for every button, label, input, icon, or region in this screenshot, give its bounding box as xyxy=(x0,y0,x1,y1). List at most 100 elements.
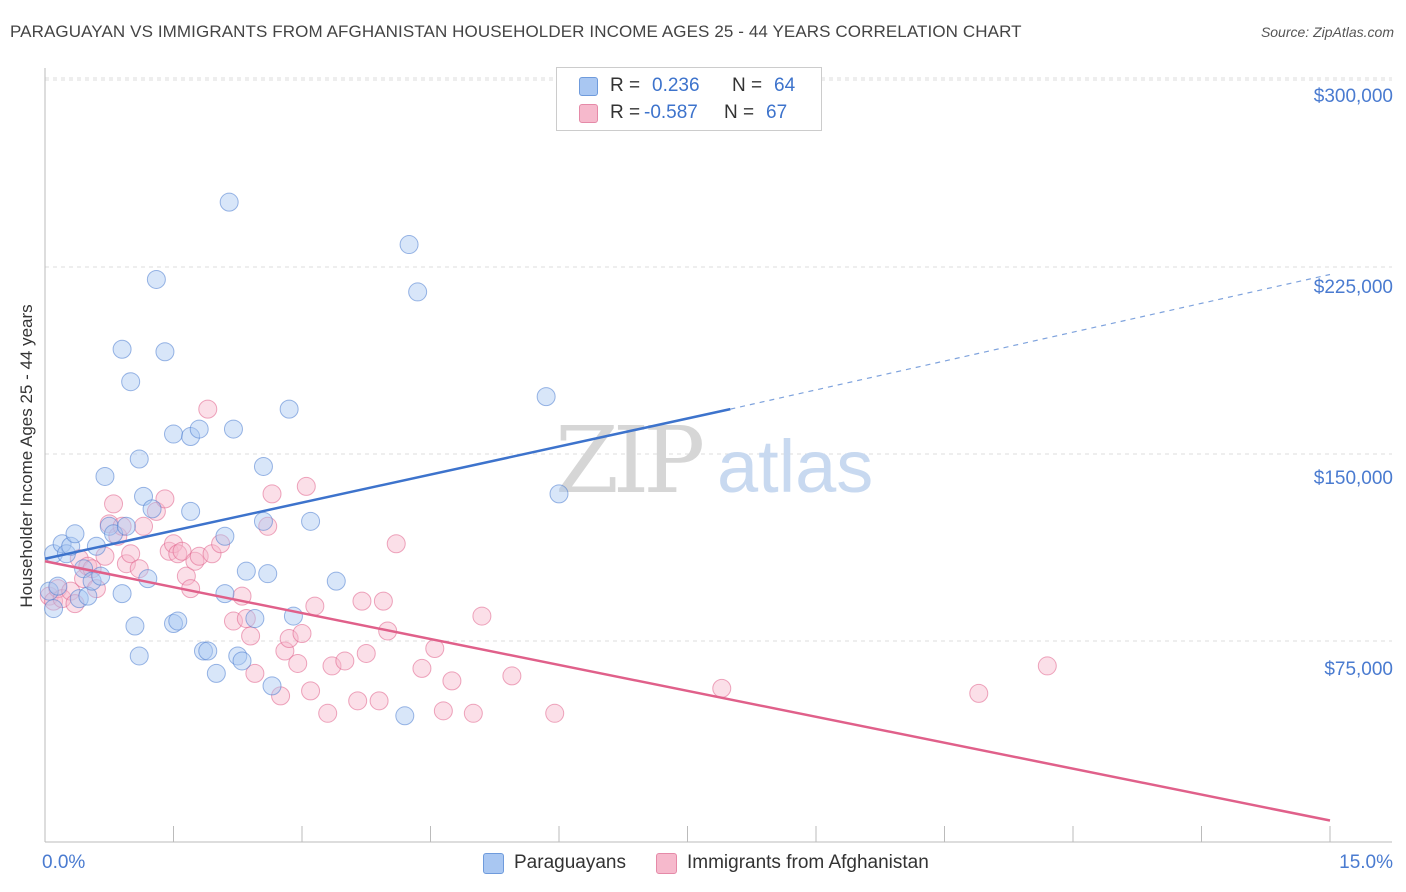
data-point xyxy=(262,484,282,504)
data-point xyxy=(125,616,145,636)
data-point xyxy=(369,691,389,711)
y-tick-label: $225,000 xyxy=(1313,277,1393,298)
data-point xyxy=(262,676,282,696)
data-point xyxy=(155,342,175,362)
chart-source: Source: ZipAtlas.com xyxy=(1260,24,1394,40)
data-point xyxy=(288,653,308,673)
trend-line-paraguayans xyxy=(44,407,731,560)
legend-r-value: -0.587 xyxy=(644,102,698,123)
data-point xyxy=(279,629,299,649)
data-point xyxy=(95,466,115,486)
watermark: ZIP atlas xyxy=(555,407,873,514)
data-point xyxy=(215,526,235,546)
legend-n-label: N = xyxy=(724,102,755,123)
data-point xyxy=(142,499,162,519)
legend-swatch xyxy=(579,76,598,96)
legend-item-paraguayans[interactable]: Paraguayans xyxy=(483,852,626,874)
data-point xyxy=(301,681,321,701)
data-point xyxy=(395,706,415,726)
data-point xyxy=(352,591,372,611)
data-point xyxy=(335,651,355,671)
y-tick-label: $300,000 xyxy=(1313,86,1393,107)
data-point xyxy=(245,663,265,683)
data-point xyxy=(549,484,569,504)
data-point xyxy=(223,419,243,439)
data-point xyxy=(121,372,141,392)
data-point xyxy=(121,544,141,564)
data-point xyxy=(134,516,154,536)
data-point xyxy=(198,641,218,661)
legend-label: Immigrants from Afghanistan xyxy=(686,852,929,873)
data-point xyxy=(245,609,265,629)
data-point xyxy=(433,701,453,721)
data-point xyxy=(193,641,213,661)
data-point xyxy=(472,606,492,626)
legend-r-label: R = xyxy=(610,75,641,96)
chart-title: PARAGUAYAN VS IMMIGRANTS FROM AFGHANISTA… xyxy=(10,22,1022,41)
data-point xyxy=(44,599,64,619)
x-tick-label: 0.0% xyxy=(42,852,86,873)
watermark-zip: ZIP xyxy=(555,407,702,514)
data-point xyxy=(146,269,166,289)
data-point xyxy=(116,516,136,536)
data-point xyxy=(116,554,136,574)
data-point xyxy=(399,235,419,255)
legend-n-label: N = xyxy=(732,75,763,96)
data-point xyxy=(164,424,183,444)
grid-lines xyxy=(45,77,1392,642)
data-point xyxy=(275,641,295,661)
legend-swatch xyxy=(655,852,677,874)
legend-item-afghanistan[interactable]: Immigrants from Afghanistan xyxy=(655,852,929,874)
data-point xyxy=(373,591,393,611)
data-point xyxy=(712,678,732,698)
data-point xyxy=(176,566,196,586)
data-point xyxy=(129,646,149,666)
data-point xyxy=(138,569,158,589)
data-point xyxy=(356,643,376,663)
data-point xyxy=(78,586,98,606)
legend-n-value: 67 xyxy=(766,102,788,123)
data-point xyxy=(969,683,989,703)
data-point xyxy=(104,494,124,514)
data-point xyxy=(292,624,312,644)
trend-line-afghanistan xyxy=(44,559,1331,822)
data-point xyxy=(301,511,321,531)
legend-n-value: 64 xyxy=(774,75,796,96)
data-point xyxy=(181,501,201,521)
series-paraguayans-points xyxy=(39,192,569,726)
data-point xyxy=(112,339,132,359)
x-tick-label: 15.0% xyxy=(1339,852,1393,873)
data-point xyxy=(168,611,188,631)
data-point xyxy=(112,584,132,604)
data-point xyxy=(348,691,368,711)
legend-r-value: 0.236 xyxy=(652,75,700,96)
y-tick-label: $150,000 xyxy=(1313,468,1393,489)
data-point xyxy=(232,651,252,671)
legend-swatch xyxy=(483,852,504,874)
legend-row-afghanistan: R = -0.587 N = 67 xyxy=(579,100,787,126)
data-point xyxy=(442,671,462,691)
data-point xyxy=(241,626,261,646)
data-point xyxy=(258,564,278,584)
trend-line-paraguayans-extension xyxy=(730,273,1331,410)
data-point xyxy=(219,192,239,212)
data-point xyxy=(412,658,432,678)
legend-swatch xyxy=(579,103,598,123)
data-point xyxy=(206,663,226,683)
legend-label: Paraguayans xyxy=(514,852,626,873)
watermark-atlas: atlas xyxy=(717,425,873,508)
data-point xyxy=(1037,656,1057,676)
data-point xyxy=(322,656,342,676)
trend-lines xyxy=(44,273,1331,822)
legend-row-paraguayans: R = 0.236 N = 64 xyxy=(579,73,795,99)
data-point xyxy=(326,571,346,591)
data-point xyxy=(65,524,85,544)
data-point xyxy=(463,703,483,723)
data-point xyxy=(129,449,149,469)
y-axis-label: Householder Income Ages 25 - 44 years xyxy=(17,304,36,608)
data-point xyxy=(253,511,273,531)
legend-r-label: R = xyxy=(610,102,641,123)
data-point xyxy=(48,576,68,596)
data-point xyxy=(386,534,406,554)
